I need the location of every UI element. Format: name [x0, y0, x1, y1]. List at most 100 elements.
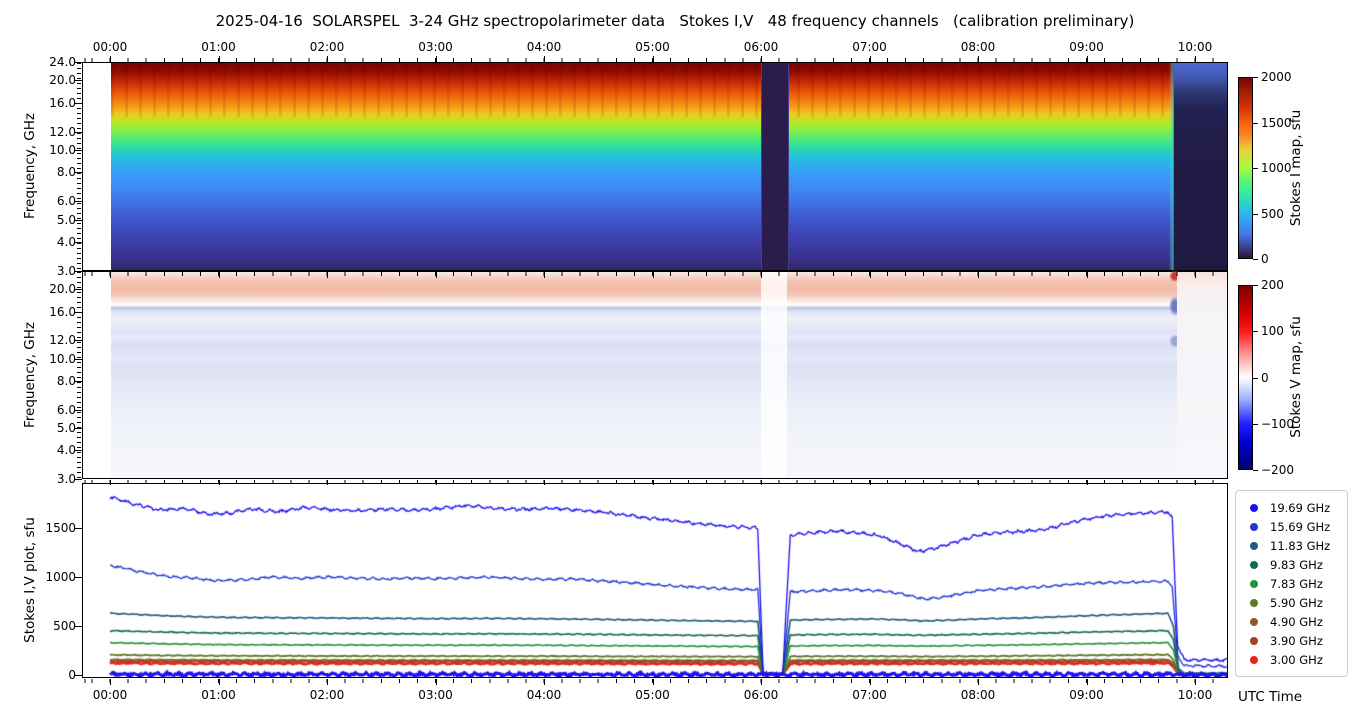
time-tick-label-bottom: 05:00 [635, 688, 670, 702]
stokes-i-map-panel [82, 62, 1228, 271]
cbar-v-tick-label: 100 [1261, 324, 1284, 339]
freq-tick [75, 242, 82, 244]
legend-label: 7.83 GHz [1270, 576, 1323, 591]
hour-tick [978, 56, 979, 62]
hour-tick [1086, 480, 1088, 485]
legend-label: 11.83 GHz [1270, 538, 1331, 553]
time-tick-label-top: 05:00 [635, 40, 670, 54]
freq-tick-label: 3.0 [56, 264, 76, 278]
hour-tick [435, 272, 437, 278]
legend-label: 19.69 GHz [1270, 500, 1331, 515]
sfu-tick [75, 626, 82, 627]
stokes-v-colorbar [1238, 285, 1253, 470]
time-tick-label-top: 04:00 [526, 40, 562, 54]
hour-tick [869, 56, 871, 62]
cbar-i-tick-label: 500 [1261, 206, 1284, 221]
hour-tick [327, 56, 328, 62]
time-tick-label-bottom: 03:00 [418, 688, 453, 702]
legend-marker-dot [1250, 598, 1258, 607]
sfu-tick [75, 577, 82, 578]
hour-tick [761, 56, 762, 62]
cbar-v-tick-label: 200 [1261, 278, 1284, 292]
hour-tick [1195, 56, 1196, 62]
freq-tick-label: 8.0 [56, 165, 76, 180]
stokes-i-spectrogram [111, 63, 1227, 270]
time-tick-label-bottom: 01:00 [201, 688, 236, 702]
hour-tick [1195, 272, 1196, 278]
legend-item: 7.83 GHz [1244, 574, 1339, 593]
pre-data-blank [83, 63, 111, 270]
hour-tick [978, 480, 979, 485]
legend-label: 5.90 GHz [1270, 595, 1323, 610]
top-axis-minor-ticks [82, 58, 1228, 62]
pre-data-blank [83, 272, 111, 478]
x-axis-label: UTC Time [1238, 689, 1303, 705]
cbar-i-tick-label: 1000 [1261, 161, 1292, 175]
cbar-tick [1253, 285, 1258, 286]
legend-label: 4.90 GHz [1270, 614, 1323, 629]
cbar-tick [1253, 331, 1258, 333]
legend-marker-dot [1250, 541, 1258, 550]
hour-tick [544, 679, 545, 685]
hour-tick [761, 272, 762, 278]
cbar-tick [1253, 122, 1258, 124]
time-tick-label-bottom: 09:00 [1069, 688, 1104, 702]
freq-tick [75, 62, 82, 63]
freq-tick-label: 5.0 [56, 420, 76, 435]
time-tick-label-top: 06:00 [743, 40, 779, 54]
freq-tick [75, 311, 82, 313]
legend-item: 3.90 GHz [1244, 631, 1339, 650]
time-tick-label-bottom: 06:00 [743, 688, 779, 702]
time-tick-label-bottom: 04:00 [526, 688, 562, 702]
freq-tick-label: 12.0 [49, 333, 76, 348]
legend-item: 9.83 GHz [1244, 555, 1339, 574]
cbar-tick [1253, 168, 1258, 169]
legend-item: 19.69 GHz [1244, 498, 1339, 517]
hour-tick [1086, 679, 1088, 685]
dropout-edge [1169, 63, 1175, 270]
spectrogram-texture [111, 63, 1227, 117]
freq-tick-label: 16.0 [49, 95, 76, 110]
time-tick-label-top: 01:00 [201, 40, 236, 54]
sfu-tick [75, 528, 82, 529]
freq-tick-label: 16.0 [49, 304, 76, 319]
freq-minor-ticks-top [77, 63, 81, 270]
sfu-tick-label: 0 [68, 668, 76, 682]
freq-tick [75, 289, 82, 291]
dropout-region [1177, 272, 1227, 478]
sfu-tick-label: 1500 [45, 521, 76, 535]
hour-tick [652, 272, 654, 278]
cbar-tick [1253, 77, 1258, 78]
freq-tick [75, 479, 82, 480]
cbar-tick [1253, 259, 1258, 260]
legend-item: 5.90 GHz [1244, 593, 1339, 612]
mid2-axis-minor-ticks [82, 480, 1228, 484]
time-tick-label-top: 03:00 [418, 40, 453, 54]
legend: 19.69 GHz 15.69 GHz 11.83 GHz 9.83 GHz 7.83 … [1235, 490, 1348, 677]
freq-tick-label: 3.0 [56, 472, 76, 486]
time-tick-label-top: 07:00 [852, 40, 887, 54]
freq-tick-label: 20.0 [49, 282, 76, 297]
hour-tick [218, 272, 220, 278]
hour-tick [110, 272, 111, 278]
freq-tick-label: 5.0 [56, 212, 76, 227]
freq-tick [75, 201, 82, 203]
freq-tick-label: 4.0 [56, 443, 76, 458]
legend-marker-dot [1250, 522, 1258, 531]
cbar-tick [1253, 213, 1258, 215]
time-tick-label-top: 00:00 [92, 40, 128, 54]
legend-marker-dot [1250, 560, 1258, 569]
hour-tick [544, 480, 545, 485]
cbar-i-tick-label: 1500 [1261, 115, 1292, 130]
hour-tick [978, 272, 979, 278]
hour-tick [110, 56, 111, 62]
legend-item: 11.83 GHz [1244, 536, 1339, 555]
time-tick-label-top: 09:00 [1069, 40, 1104, 54]
hour-tick [110, 480, 111, 485]
freq-tick-label: 6.0 [56, 402, 76, 417]
dropout-region [1174, 63, 1227, 270]
freq-tick [75, 172, 82, 174]
hour-tick [327, 480, 328, 485]
hour-tick [869, 480, 871, 485]
hour-tick [652, 56, 654, 62]
